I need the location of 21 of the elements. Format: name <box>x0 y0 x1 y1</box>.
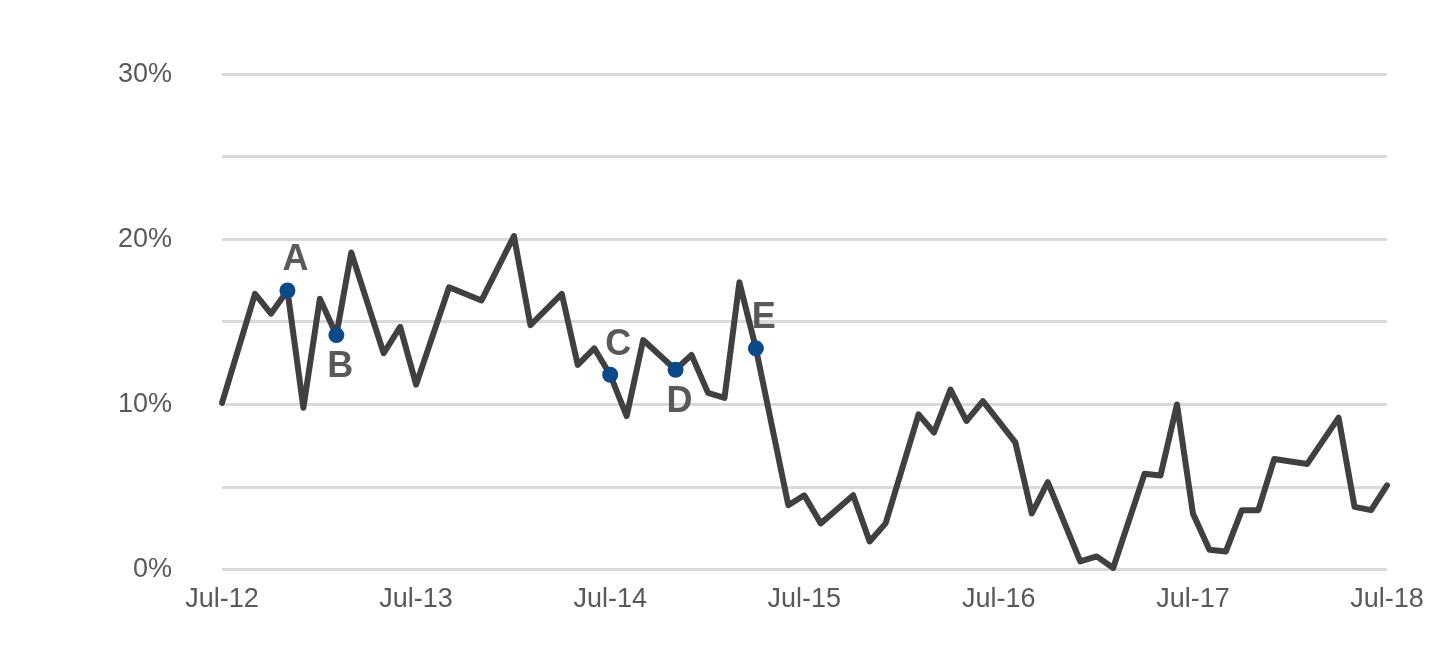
point <box>328 327 345 344</box>
point <box>602 366 619 383</box>
x-tick-label: Jul-18 <box>1350 583 1424 614</box>
x-tick-label: Jul-12 <box>185 583 259 614</box>
y-tick-label: 0% <box>133 553 173 584</box>
y-tick-label: 10% <box>117 387 173 418</box>
y-tick-label: 20% <box>117 222 173 253</box>
x-tick-label: Jul-17 <box>1156 583 1230 614</box>
y-tick-label: 30% <box>117 57 173 88</box>
annotation: C <box>605 321 632 363</box>
point <box>279 282 296 299</box>
x-tick-label: Jul-16 <box>962 583 1036 614</box>
annotation: B <box>327 344 354 386</box>
x-tick-label: Jul-15 <box>767 583 842 614</box>
x-tick-label: Jul-14 <box>573 583 647 614</box>
point <box>747 340 764 357</box>
annotation: E <box>751 295 776 337</box>
annotation: D <box>666 378 693 420</box>
x-tick-label: Jul-13 <box>379 583 453 614</box>
annotation: A <box>282 237 309 279</box>
point <box>667 361 684 378</box>
